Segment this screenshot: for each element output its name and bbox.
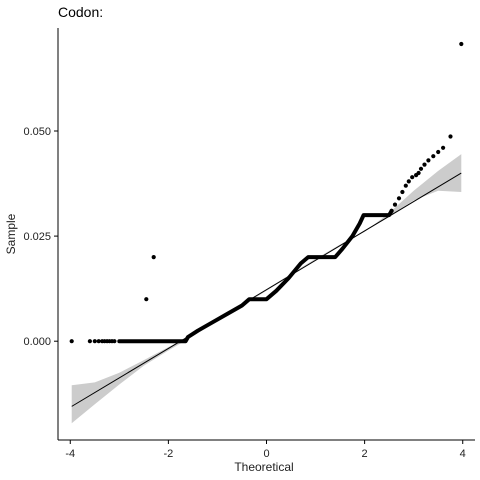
sample-staircase bbox=[117, 208, 394, 344]
y-ticks: 0.000 0.025 0.050 bbox=[23, 126, 58, 348]
data-point bbox=[87, 339, 92, 344]
data-point bbox=[459, 41, 464, 47]
confidence-band-layer bbox=[71, 154, 462, 424]
data-point bbox=[441, 145, 446, 150]
data-point bbox=[418, 166, 424, 171]
data-point bbox=[389, 208, 394, 213]
data-point bbox=[151, 255, 156, 260]
x-axis-title: Theoretical bbox=[234, 460, 293, 474]
data-point bbox=[400, 189, 405, 195]
x-tick-label: 2 bbox=[362, 448, 368, 460]
confidence-band bbox=[71, 154, 462, 424]
staircase-layer bbox=[117, 208, 394, 344]
data-point bbox=[69, 339, 74, 344]
x-tick-label: 4 bbox=[460, 448, 466, 460]
x-tick-label: 0 bbox=[263, 448, 269, 460]
data-point bbox=[410, 175, 415, 180]
reference-line-layer bbox=[71, 172, 462, 407]
x-tick-label: -4 bbox=[65, 448, 75, 460]
data-point bbox=[431, 154, 436, 159]
data-point bbox=[396, 196, 402, 201]
y-tick-label: 0.050 bbox=[23, 126, 51, 138]
data-point bbox=[406, 179, 411, 184]
y-tick-label: 0.025 bbox=[23, 231, 51, 243]
data-point bbox=[92, 339, 97, 344]
data-point bbox=[112, 339, 117, 344]
data-point bbox=[422, 162, 427, 167]
reference-line bbox=[71, 172, 462, 407]
y-axis-title: Sample bbox=[4, 213, 18, 254]
y-tick-label: 0.000 bbox=[23, 336, 51, 348]
data-point bbox=[448, 134, 453, 139]
data-point bbox=[426, 158, 431, 163]
data-point bbox=[403, 183, 408, 188]
data-point bbox=[416, 170, 421, 176]
x-tick-label: -2 bbox=[163, 448, 173, 460]
chart-title: Codon: bbox=[58, 4, 103, 20]
points-layer bbox=[69, 41, 464, 344]
data-point bbox=[144, 297, 149, 302]
data-point bbox=[436, 149, 441, 155]
x-ticks: -4 -2 0 2 4 bbox=[65, 440, 466, 460]
data-point bbox=[96, 339, 101, 344]
data-point bbox=[392, 202, 398, 207]
